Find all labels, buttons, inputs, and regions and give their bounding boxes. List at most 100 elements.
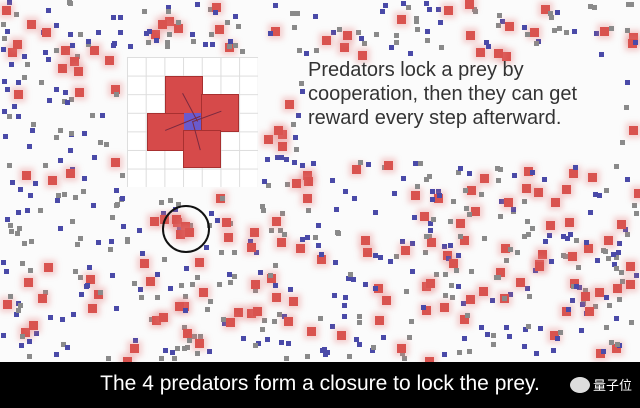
prey-agent [16,210,21,215]
predator-agent [296,244,305,253]
prey-agent [254,250,259,255]
prey-agent [282,314,287,319]
wall-agent [371,345,376,350]
predator-agent [150,217,159,226]
wall-agent [165,40,170,45]
prey-agent [300,89,305,94]
prey-agent [634,273,639,278]
wall-agent [496,178,501,183]
wall-agent [284,356,289,361]
explanation-text: Predators lock a prey by cooperation, th… [308,59,578,129]
wall-agent [522,199,527,204]
predator-agent [2,6,11,15]
wall-agent [260,204,265,209]
predator-agent [90,46,99,55]
prey-agent [316,223,321,228]
wall-agent [593,304,598,309]
prey-agent [300,163,305,168]
prey-agent [154,38,159,43]
subtitle-text: The 4 predators form a closure to lock t… [100,372,540,395]
wall-agent [297,48,302,53]
prey-agent [16,80,21,85]
predator-agent [111,85,120,94]
wall-agent [603,249,608,254]
predator-agent [480,174,489,183]
wall-agent [9,229,14,234]
wall-agent [233,43,238,48]
predator-agent [352,165,361,174]
wall-agent [120,173,125,178]
wall-agent [1,22,6,27]
prey-agent [58,158,63,163]
prey-agent [79,292,84,297]
prey-agent [334,207,339,212]
prey-agent [401,176,406,181]
prey-agent [58,226,63,231]
wall-agent [31,122,36,127]
wall-agent [225,20,230,25]
predator-agent [272,293,281,302]
prey-agent [486,44,491,49]
predator-agent [250,228,259,237]
predator-agent [516,278,525,287]
prey-agent [593,192,598,197]
prey-agent [428,228,433,233]
prey-agent [584,240,589,245]
predator-agent [496,268,505,277]
prey-agent [436,7,441,12]
prey-agent [352,196,357,201]
predator-agent [111,158,120,167]
prey-agent [110,273,115,278]
prey-agent [507,334,512,339]
predator-block-left [147,113,185,151]
predator-agent [501,244,510,253]
wall-agent [609,26,614,31]
prey-agent [279,340,284,345]
prey-agent [286,341,291,346]
prey-agent [273,283,278,288]
wall-agent [414,19,419,24]
predator-agent [551,198,560,207]
prey-agent [555,336,560,341]
prey-agent [522,344,527,349]
prey-agent [430,197,435,202]
prey-agent [534,351,539,356]
wall-agent [167,32,172,37]
prey-agent [580,302,585,307]
predator-agent [151,30,160,39]
wall-agent [400,351,405,356]
wall-agent [434,272,439,277]
prey-agent [479,325,484,330]
prey-agent [209,211,214,216]
wall-agent [98,140,103,145]
prey-agent [85,283,90,288]
predator-agent [303,171,312,180]
prey-agent [87,265,92,270]
wall-agent [374,32,379,37]
prey-agent [133,338,138,343]
predator-agent [183,329,192,338]
predator-agent [38,294,47,303]
wall-agent [449,283,454,288]
prey-agent [570,298,575,303]
prey-agent [577,285,582,290]
wall-agent [469,269,474,274]
wall-agent [78,32,83,37]
wall-agent [73,195,78,200]
prey-agent [54,87,59,92]
predator-agent [146,277,155,286]
predator-agent [634,189,640,198]
wall-agent [463,188,468,193]
prey-agent [612,262,617,267]
predator-agent [14,90,23,99]
prey-agent [410,241,415,246]
wall-agent [525,32,530,37]
wall-agent [576,265,581,270]
predator-agent [534,188,543,197]
prey-agent [512,173,517,178]
prey-agent [63,90,68,95]
wall-agent [159,356,164,361]
wall-agent [406,5,411,10]
prey-agent [195,2,200,7]
prey-agent [54,23,59,28]
